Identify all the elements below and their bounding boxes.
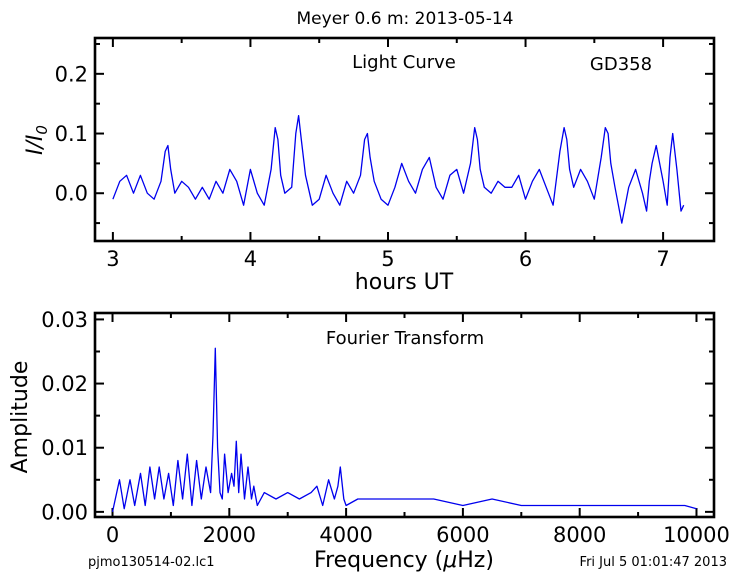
fourier-ytick-label: 0.02 xyxy=(41,372,88,396)
fourier-xlabel-mu: μ xyxy=(442,548,457,573)
footer-filename: pjmo130514-02.lc1 xyxy=(88,555,215,570)
fourier-xtick-label: 2000 xyxy=(203,523,256,547)
fourier-ytick-label: 0.03 xyxy=(41,308,88,332)
light-curve-frame xyxy=(93,36,716,243)
light-curve-title: Light Curve xyxy=(352,52,456,73)
fourier-xtick-label: 6000 xyxy=(436,523,489,547)
light-curve-xtick-label: 4 xyxy=(244,247,257,271)
light-curve-xtick-label: 5 xyxy=(381,247,394,271)
fourier-xlabel-pre: Frequency ( xyxy=(314,548,443,573)
fourier-xtick-label: 0 xyxy=(106,523,119,547)
fourier-title: Fourier Transform xyxy=(326,328,484,349)
fourier-frame xyxy=(93,311,716,519)
fourier-xlabel: Frequency (μHz) xyxy=(314,548,494,573)
fourier-tick-labels: 0 2000 4000 6000 8000 10000 0.00 0.01 0.02 0.03 xyxy=(41,308,730,547)
light-curve-star-label: GD358 xyxy=(590,54,652,75)
fourier-xtick-label: 8000 xyxy=(553,523,606,547)
light-curve-xlabel: hours UT xyxy=(355,270,454,295)
fourier-ytick-label: 0.01 xyxy=(41,436,88,460)
fourier-xtick-label: 4000 xyxy=(319,523,372,547)
footer-timestamp: Fri Jul 5 01:01:47 2013 xyxy=(580,555,727,570)
light-curve-ylabel-sub: 0 xyxy=(33,125,51,135)
light-curve-xtick-label: 7 xyxy=(656,247,669,271)
figure-title: Meyer 0.6 m: 2013-05-14 xyxy=(297,9,514,29)
light-curve-tick-labels: 3 4 5 6 7 0.0 0.1 0.2 xyxy=(55,62,670,271)
light-curve-ytick-label: 0.2 xyxy=(55,62,88,86)
fourier-xtick-label: 10000 xyxy=(663,523,730,547)
light-curve-series-line xyxy=(112,114,685,224)
light-curve-panel: 3 4 5 6 7 0.0 0.1 0.2 Light Curve GD358 hours U… xyxy=(23,36,716,295)
fourier-ylabel: Amplitude xyxy=(8,361,33,474)
fourier-xlabel-post: Hz) xyxy=(457,548,494,573)
light-curve-ylabel: I/I0 xyxy=(23,125,51,155)
light-curve-ytick-label: 0.0 xyxy=(55,182,88,206)
fourier-ytick-label: 0.00 xyxy=(41,500,88,524)
light-curve-ylabel-main: I/I xyxy=(23,135,48,155)
light-curve-xtick-label: 3 xyxy=(106,247,119,271)
fourier-series-line xyxy=(111,347,697,513)
fourier-panel: 0 2000 4000 6000 8000 10000 0.00 0.01 0.02 0.03 F… xyxy=(8,308,730,573)
light-curve-ytick-label: 0.1 xyxy=(55,122,88,146)
light-curve-xtick-label: 6 xyxy=(519,247,532,271)
